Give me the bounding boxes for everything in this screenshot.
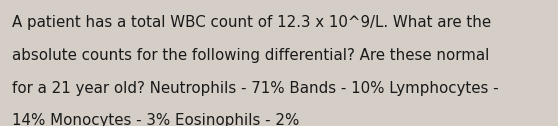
Text: 14% Monocytes - 3% Eosinophils - 2%: 14% Monocytes - 3% Eosinophils - 2%	[12, 113, 300, 126]
Text: for a 21 year old? Neutrophils - 71% Bands - 10% Lymphocytes -: for a 21 year old? Neutrophils - 71% Ban…	[12, 81, 499, 96]
Text: absolute counts for the following differential? Are these normal: absolute counts for the following differ…	[12, 48, 490, 63]
Text: A patient has a total WBC count of 12.3 x 10^9/L. What are the: A patient has a total WBC count of 12.3 …	[12, 15, 492, 30]
